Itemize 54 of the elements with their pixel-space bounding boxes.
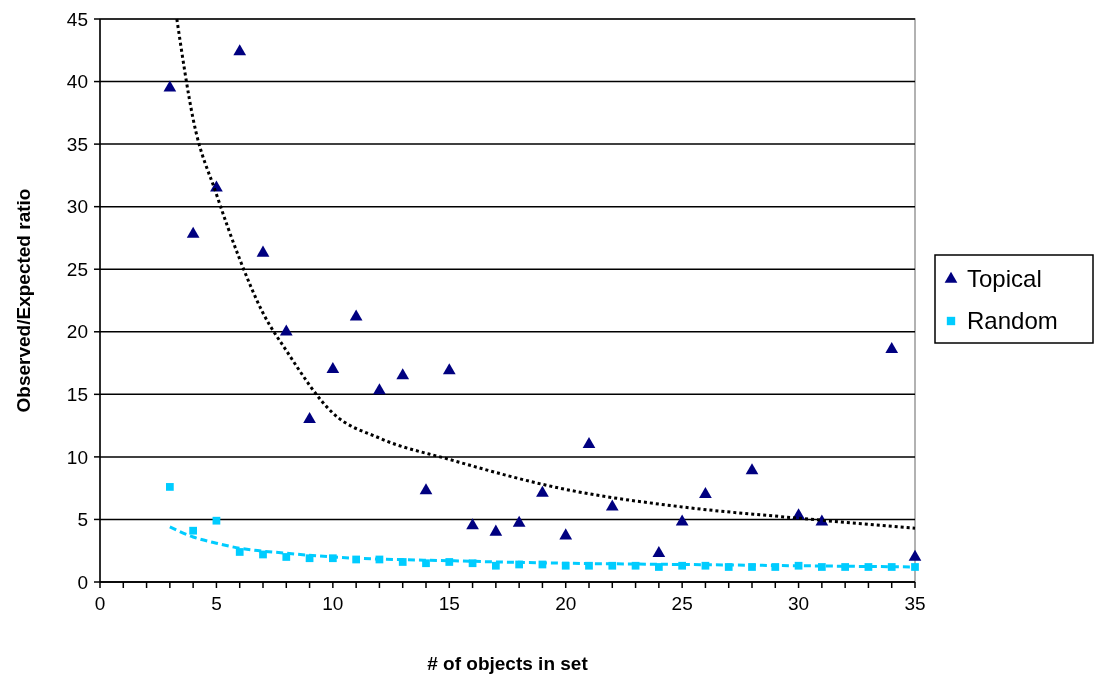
y-tick-label: 30 <box>66 196 88 218</box>
x-axis-title: # of objects in set <box>427 653 589 674</box>
point <box>303 412 316 424</box>
point <box>559 528 573 540</box>
y-tick-label: 0 <box>77 571 88 593</box>
point <box>326 361 340 373</box>
point <box>536 485 549 497</box>
point <box>189 526 198 535</box>
x-tick-label: 25 <box>671 593 693 614</box>
point <box>911 563 919 571</box>
point <box>186 226 200 238</box>
y-tick-label: 45 <box>66 8 88 30</box>
point <box>605 499 619 511</box>
point <box>885 341 899 353</box>
point <box>256 245 270 257</box>
point <box>282 553 291 561</box>
x-tick-label: 30 <box>788 593 810 614</box>
point <box>442 363 456 375</box>
point <box>582 437 596 449</box>
point <box>745 463 759 475</box>
point <box>349 309 363 321</box>
point <box>652 545 666 557</box>
x-tick-label: 5 <box>211 593 222 614</box>
point <box>675 514 689 526</box>
legend-label: Random <box>967 307 1058 335</box>
y-tick-label: 35 <box>66 133 88 155</box>
x-tick-label: 15 <box>438 593 460 614</box>
point <box>699 487 712 499</box>
legend-label: Topical <box>967 265 1042 293</box>
y-tick-label: 40 <box>66 71 88 93</box>
point <box>396 368 410 380</box>
point <box>489 524 503 536</box>
point <box>419 483 433 495</box>
y-tick-label: 20 <box>66 321 88 343</box>
point <box>165 483 174 491</box>
y-tick-label: 5 <box>77 509 88 531</box>
point <box>908 549 922 561</box>
x-tick-label: 20 <box>555 593 577 614</box>
y-tick-label: 15 <box>66 383 88 405</box>
y-axis-title: Observed/Expected ratio <box>13 188 34 413</box>
point <box>163 80 177 92</box>
x-tick-label: 10 <box>322 593 344 614</box>
y-tick-label: 10 <box>66 446 88 468</box>
x-tick-label: 0 <box>94 593 106 614</box>
y-tick-label: 25 <box>66 258 88 280</box>
point <box>373 383 386 395</box>
point <box>466 518 479 530</box>
point <box>491 561 500 570</box>
point <box>233 44 247 56</box>
point <box>512 515 526 527</box>
point <box>279 324 293 336</box>
point <box>212 516 221 525</box>
x-tick-label: 35 <box>904 593 926 614</box>
point <box>235 548 244 556</box>
